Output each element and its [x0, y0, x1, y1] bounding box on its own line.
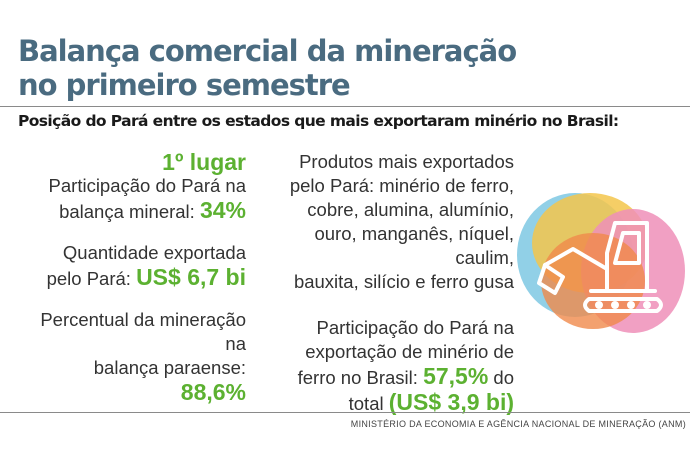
iron-line-1: Participação do Pará na [316, 317, 514, 338]
iron-value: 57,5% [423, 363, 489, 389]
percentage-block: Percentual da mineração na balança parae… [18, 308, 246, 404]
pct-label-2: balança paraense: [93, 357, 246, 378]
excavator-icon [517, 193, 685, 333]
qty-line-2: pelo Pará: US$ 6,7 bi [18, 265, 246, 291]
products-block: Produtos mais exportados pelo Pará: miné… [268, 150, 514, 294]
iron-line-2: exportação de minério de [305, 341, 514, 362]
source-credit: MINISTÉRIO DA ECONOMIA E AGÊNCIA NACIONA… [350, 419, 686, 429]
share-label-2: balança mineral: [59, 201, 195, 222]
products-line-5: bauxita, silício e ferro gusa [293, 271, 514, 292]
pct-label-1: Percentual da mineração na [40, 309, 246, 354]
products-line-2: pelo Pará: minério de ferro, [289, 175, 514, 196]
page-title: Balança comercial da mineração no primei… [18, 34, 538, 102]
qty-label-2: pelo Pará: [46, 268, 131, 289]
share-line-2: balança mineral: 34% [18, 198, 246, 224]
iron-total: (US$ 3,9 bi) [388, 389, 514, 415]
right-column: Produtos mais exportados pelo Pará: miné… [268, 150, 514, 438]
iron-block: Participação do Pará na exportação de mi… [268, 316, 514, 416]
rank-block: 1º lugar Participação do Pará na balança… [18, 150, 246, 224]
rank-value: 1º lugar [162, 149, 246, 175]
left-column: 1º lugar Participação do Pará na balança… [18, 150, 246, 421]
excavator-shape [537, 221, 663, 313]
products-line-4: ouro, manganês, níquel, caulim, [314, 223, 514, 268]
subtitle: Posição do Pará entre os estados que mai… [18, 112, 619, 130]
bottom-divider [0, 412, 690, 413]
products-line-3: cobre, alumina, alumínio, [307, 199, 514, 220]
top-divider [0, 106, 690, 107]
iron-label-3: ferro no Brasil: [297, 367, 418, 388]
share-value: 34% [199, 197, 246, 223]
title-line-1: Balança comercial da mineração [18, 34, 517, 68]
iron-line-4: total (US$ 3,9 bi) [268, 390, 514, 416]
blob-orange [541, 233, 645, 329]
share-label-1: Participação do Pará na [48, 175, 246, 196]
iron-line-3: ferro no Brasil: 57,5% do [268, 364, 514, 390]
products-line-1: Produtos mais exportados [299, 151, 514, 172]
iron-label-3-post: do [493, 367, 514, 388]
qty-value: US$ 6,7 bi [136, 264, 246, 290]
pct-value: 88,6% [180, 379, 246, 405]
iron-label-4: total [348, 393, 384, 414]
quantity-block: Quantidade exportada pelo Pará: US$ 6,7 … [18, 241, 246, 291]
title-line-2: no primeiro semestre [18, 68, 351, 102]
qty-label-1: Quantidade exportada [62, 242, 246, 263]
